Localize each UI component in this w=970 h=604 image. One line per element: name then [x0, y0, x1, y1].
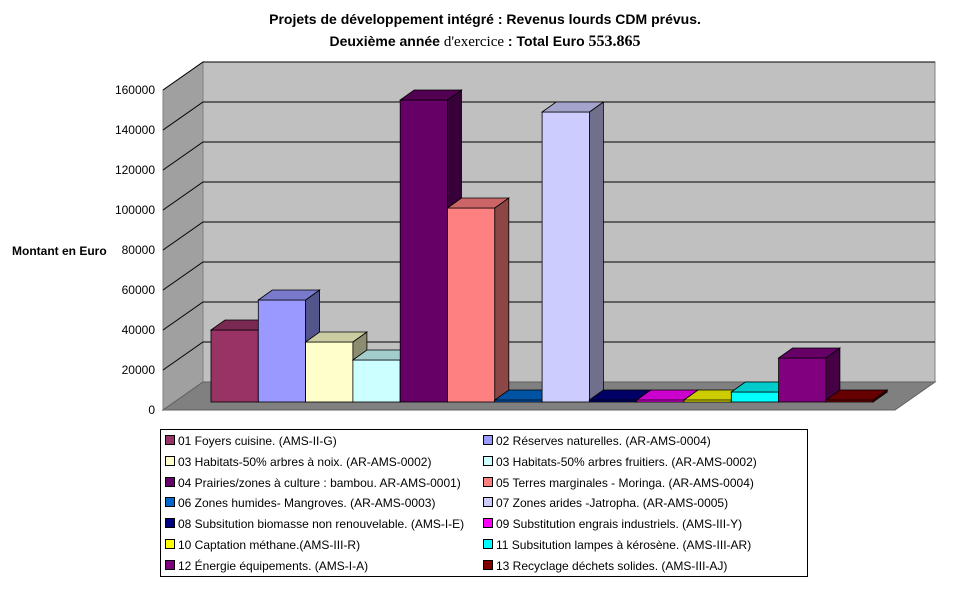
bar-top-13: [777, 347, 842, 359]
bar-12: [730, 391, 779, 403]
bar-3: [305, 341, 354, 403]
legend-item: 05 Terres marginales - Moringa. (AR-AMS-…: [483, 476, 754, 490]
legend-label: 12 Énergie équipements. (AMS-I-A): [178, 558, 369, 573]
legend-item: 07 Zones arides -Jatropha. (AR-AMS-0005): [483, 496, 728, 510]
bar-top-5: [398, 89, 463, 101]
y-tick-label: 20000: [122, 363, 156, 377]
chart-title-line1: Projets de développement intégré : Reven…: [269, 11, 701, 27]
y-tick-label: 0: [148, 403, 155, 417]
legend-swatch: [483, 455, 493, 466]
bar-6: [447, 207, 496, 403]
y-tick-label: 60000: [122, 283, 156, 297]
legend-swatch: [165, 539, 175, 549]
legend-swatch: [165, 518, 175, 529]
legend-label: 03 Habitats-50% arbres à noix. (AR-AMS-0…: [178, 454, 432, 469]
gridline: [162, 301, 935, 331]
gridline: [162, 101, 935, 131]
bar-side-8: [589, 101, 604, 403]
gridline: [162, 61, 935, 91]
legend-label: 06 Zones humides- Mangroves. (AR-AMS-000…: [178, 496, 436, 511]
legend-item: 03 Habitats-50% arbres fruitiers. (AR-AM…: [483, 455, 757, 469]
y-tick-label: 140000: [115, 123, 155, 137]
legend-label: 02 Réserves naturelles. (AR-AMS-0004): [496, 434, 711, 448]
bar-4: [352, 359, 401, 403]
title-part-a: Deuxième année: [329, 33, 440, 49]
legend-item: 03 Habitats-50% arbres à noix. (AR-AMS-0…: [165, 455, 431, 469]
bar-13: [778, 357, 827, 403]
legend-swatch: [483, 518, 493, 529]
y-axis-label: Montant en Euro: [12, 244, 107, 258]
gridline: [162, 341, 935, 371]
legend-item: 08 Subsitution biomasse non renouvelable…: [165, 517, 464, 531]
legend-swatch: [483, 476, 493, 487]
legend-item: 11 Subsitution lampes à kérosène. (AMS-I…: [483, 538, 751, 552]
bar-8: [541, 111, 590, 403]
bar-top-3: [304, 331, 369, 343]
legend-swatch: [165, 497, 175, 508]
chart-legend: 01 Foyers cuisine. (AMS-II-G) 02 Réserves…: [160, 429, 808, 577]
legend-item: 10 Captation méthane.(AMS-III-R): [165, 538, 360, 552]
title-part-d: 553.865: [588, 33, 641, 50]
legend-swatch: [165, 435, 175, 445]
gridline: [162, 261, 935, 291]
chart-title: Projets de développement intégré : Reven…: [0, 8, 970, 53]
legend-label: 07 Zones arides -Jatropha. (AR-AMS-0005): [496, 496, 729, 511]
legend-label: 09 Substitution engrais industriels. (AM…: [496, 517, 743, 532]
bar-5: [399, 99, 448, 403]
legend-swatch: [165, 476, 175, 487]
chart-title-line2: Deuxième année d'exercice : Total Euro 5…: [0, 30, 970, 53]
bar-1: [210, 329, 259, 403]
legend-swatch: [165, 455, 175, 466]
legend-item: 06 Zones humides- Mangroves. (AR-AMS-000…: [165, 496, 435, 510]
legend-item: 04 Prairies/zones à culture : bambou. AR…: [165, 476, 461, 490]
legend-label: 08 Subsitution biomasse non renouvelable…: [178, 517, 465, 532]
legend-swatch: [483, 559, 493, 570]
gridline: [162, 181, 935, 211]
legend-item: 13 Recyclage déchets solides. (AMS-III-A…: [483, 559, 727, 573]
bar-top-2: [257, 289, 321, 301]
y-tick-label: 120000: [115, 163, 155, 177]
legend-swatch: [483, 539, 493, 549]
legend-swatch: [483, 435, 493, 445]
y-tick-label: 40000: [122, 323, 156, 337]
legend-label: 05 Terres marginales - Moringa. (AR-AMS-…: [496, 475, 754, 490]
title-part-b: d'exercice: [443, 34, 505, 50]
gridline: [162, 141, 935, 171]
legend-item: 09 Substitution engrais industriels. (AM…: [483, 517, 742, 531]
legend-swatch: [483, 497, 493, 508]
legend-swatch: [165, 559, 175, 570]
y-tick-label: 80000: [122, 243, 156, 257]
legend-label: 13 Recyclage déchets solides. (AMS-III-A…: [496, 558, 728, 573]
legend-label: 01 Foyers cuisine. (AMS-II-G): [178, 434, 337, 448]
legend-label: 04 Prairies/zones à culture : bambou. AR…: [178, 475, 461, 490]
bar-side-6: [494, 197, 510, 403]
legend-item: 01 Foyers cuisine. (AMS-II-G): [165, 434, 337, 448]
gridline: [162, 221, 935, 251]
bar-top-8: [540, 101, 605, 113]
bar-top-6: [446, 197, 511, 209]
y-tick-label: 160000: [115, 83, 155, 97]
bar-2: [257, 299, 306, 403]
legend-label: 10 Captation méthane.(AMS-III-R): [178, 538, 361, 552]
bar-top-14: [824, 389, 889, 401]
legend-item: 12 Énergie équipements. (AMS-I-A): [165, 559, 368, 573]
y-tick-label: 100000: [115, 203, 155, 217]
legend-label: 03 Habitats-50% arbres fruitiers. (AR-AM…: [496, 454, 757, 469]
title-part-c: : Total Euro: [507, 33, 585, 49]
legend-item: 02 Réserves naturelles. (AR-AMS-0004): [483, 434, 711, 448]
legend-label: 11 Subsitution lampes à kérosène. (AMS-I…: [496, 538, 752, 552]
